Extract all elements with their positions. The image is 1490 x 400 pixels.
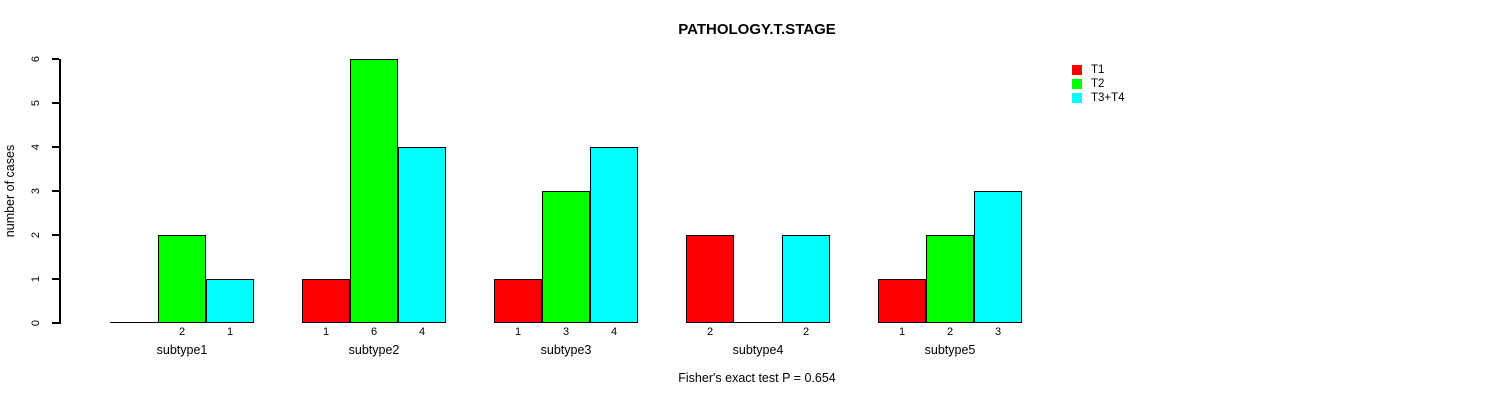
bar-value-label: 1 <box>898 326 906 338</box>
y-tick-mark <box>52 102 59 104</box>
legend-row: T2 <box>1072 77 1125 91</box>
bar-T2-subtype1 <box>158 235 206 323</box>
bar-value-label: 2 <box>178 326 186 338</box>
legend-label: T2 <box>1091 78 1105 90</box>
legend-swatch-T1 <box>1072 65 1082 75</box>
y-axis-line <box>59 59 61 324</box>
footer-stat-note: Fisher's exact test P = 0.654 <box>678 371 836 385</box>
bar-T1-subtype4 <box>686 235 734 323</box>
legend: T1 T2 T3+T4 <box>1072 63 1125 105</box>
category-label-subtype4: subtype4 <box>732 343 784 357</box>
y-tick-label: 4 <box>30 143 42 151</box>
y-tick-mark <box>52 278 59 280</box>
y-axis-label: number of cases <box>3 144 17 238</box>
bar-value-label: 1 <box>226 326 234 338</box>
bar-T2-subtype2 <box>350 59 398 323</box>
bar-value-label: 3 <box>562 326 570 338</box>
y-tick-label: 6 <box>30 55 42 63</box>
y-tick-mark <box>52 146 59 148</box>
bar-T3+T4-subtype2 <box>398 147 446 323</box>
legend-label: T1 <box>1091 64 1105 76</box>
category-label-subtype3: subtype3 <box>540 343 592 357</box>
bar-T3+T4-subtype4 <box>782 235 830 323</box>
bar-T3+T4-subtype5 <box>974 191 1022 323</box>
legend-swatch-T3+T4 <box>1072 93 1082 103</box>
bar-value-label: 2 <box>802 326 810 338</box>
legend-label: T3+T4 <box>1091 92 1125 104</box>
y-tick-mark <box>52 58 59 60</box>
bar-value-label: 1 <box>514 326 522 338</box>
legend-swatch-T2 <box>1072 79 1082 89</box>
bar-value-label: 4 <box>610 326 618 338</box>
category-label-subtype2: subtype2 <box>348 343 400 357</box>
zero-bar-T1-subtype1 <box>110 322 158 323</box>
bar-value-label: 1 <box>322 326 330 338</box>
y-tick-mark <box>52 322 59 324</box>
y-tick-mark <box>52 234 59 236</box>
bar-T3+T4-subtype3 <box>590 147 638 323</box>
bar-value-label: 2 <box>706 326 714 338</box>
y-tick-label: 0 <box>30 319 42 327</box>
y-tick-label: 5 <box>30 99 42 107</box>
chart-title: PATHOLOGY.T.STAGE <box>678 21 836 38</box>
y-tick-label: 2 <box>30 231 42 239</box>
bar-value-label: 2 <box>946 326 954 338</box>
category-label-subtype1: subtype1 <box>156 343 208 357</box>
bar-value-label: 6 <box>370 326 378 338</box>
y-tick-label: 3 <box>30 187 42 195</box>
legend-row: T3+T4 <box>1072 91 1125 105</box>
y-tick-mark <box>52 190 59 192</box>
category-label-subtype5: subtype5 <box>924 343 976 357</box>
bar-T1-subtype2 <box>302 279 350 323</box>
legend-row: T1 <box>1072 63 1125 77</box>
bar-T3+T4-subtype1 <box>206 279 254 323</box>
bar-T2-subtype3 <box>542 191 590 323</box>
y-tick-label: 1 <box>30 275 42 283</box>
bar-T2-subtype5 <box>926 235 974 323</box>
zero-bar-T2-subtype4 <box>734 322 782 323</box>
bar-T1-subtype3 <box>494 279 542 323</box>
bar-T1-subtype5 <box>878 279 926 323</box>
bar-value-label: 4 <box>418 326 426 338</box>
bar-value-label: 3 <box>994 326 1002 338</box>
